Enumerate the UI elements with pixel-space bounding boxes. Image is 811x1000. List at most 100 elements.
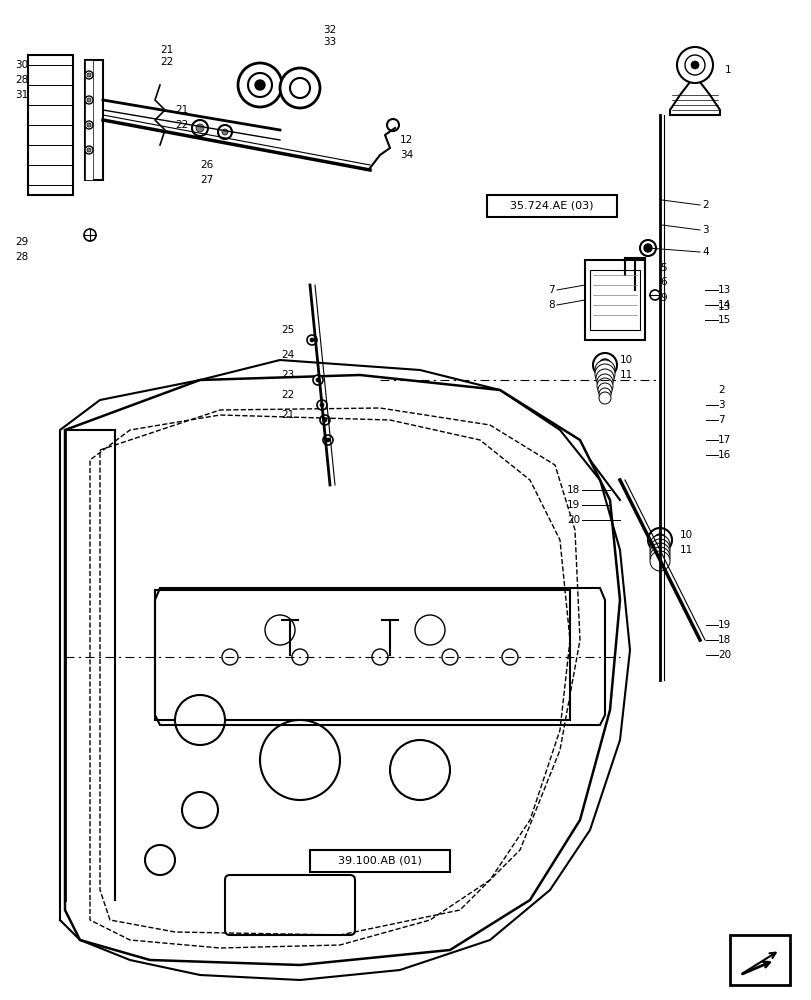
Circle shape: [280, 68, 320, 108]
Circle shape: [290, 78, 310, 98]
Circle shape: [238, 63, 281, 107]
Circle shape: [217, 125, 232, 139]
Bar: [155, 590, 569, 720]
Circle shape: [85, 121, 93, 129]
Text: 14: 14: [717, 300, 731, 310]
Circle shape: [647, 528, 672, 552]
Text: 18: 18: [566, 485, 579, 495]
Circle shape: [643, 244, 651, 252]
Text: 34: 34: [400, 150, 413, 160]
Circle shape: [84, 229, 96, 241]
Text: 32: 32: [323, 25, 336, 35]
Circle shape: [676, 47, 712, 83]
Text: 28: 28: [15, 75, 28, 85]
Bar: [729, 935, 789, 985]
Circle shape: [599, 392, 610, 404]
Circle shape: [371, 649, 388, 665]
Circle shape: [310, 338, 314, 342]
Circle shape: [85, 146, 93, 154]
Text: 31: 31: [15, 90, 28, 100]
Circle shape: [649, 539, 669, 559]
Circle shape: [414, 615, 444, 645]
Circle shape: [596, 374, 612, 390]
Text: 12: 12: [400, 135, 413, 145]
Circle shape: [221, 129, 228, 135]
Circle shape: [501, 649, 517, 665]
Circle shape: [264, 615, 294, 645]
Text: 18: 18: [717, 635, 731, 645]
Circle shape: [653, 534, 665, 546]
Bar: [487, 195, 616, 217]
Circle shape: [320, 415, 329, 425]
Circle shape: [87, 148, 91, 152]
Circle shape: [649, 290, 659, 300]
Text: 21: 21: [160, 45, 173, 55]
Circle shape: [85, 71, 93, 79]
Text: 11: 11: [679, 545, 693, 555]
Circle shape: [221, 649, 238, 665]
Circle shape: [594, 364, 614, 384]
Text: 6: 6: [659, 277, 666, 287]
Text: 9: 9: [659, 293, 666, 303]
Circle shape: [315, 378, 320, 382]
Text: 19: 19: [566, 500, 579, 510]
Text: 20: 20: [566, 515, 579, 525]
Text: 35.724.AE (03): 35.724.AE (03): [509, 201, 593, 211]
Text: 13: 13: [717, 285, 731, 295]
Circle shape: [191, 120, 208, 136]
Circle shape: [182, 792, 217, 828]
Text: 17: 17: [717, 435, 731, 445]
Text: 19: 19: [717, 620, 731, 630]
Circle shape: [595, 369, 613, 387]
Circle shape: [684, 55, 704, 75]
Text: 26: 26: [200, 160, 213, 170]
Text: 10: 10: [679, 530, 693, 540]
Circle shape: [649, 551, 669, 571]
Circle shape: [255, 80, 264, 90]
Text: 10: 10: [620, 355, 633, 365]
Text: 16: 16: [717, 450, 731, 460]
Text: 7: 7: [547, 285, 554, 295]
Text: 25: 25: [281, 325, 294, 335]
Circle shape: [599, 388, 610, 400]
Text: 7: 7: [717, 415, 723, 425]
Text: 33: 33: [323, 37, 336, 47]
Bar: [590, 270, 639, 330]
Circle shape: [323, 418, 327, 422]
Bar: [85, 60, 103, 180]
Circle shape: [260, 720, 340, 800]
Text: 29: 29: [15, 237, 28, 247]
Text: 13: 13: [717, 302, 731, 312]
Circle shape: [307, 335, 316, 345]
Bar: [310, 850, 449, 872]
Circle shape: [323, 435, 333, 445]
Circle shape: [87, 73, 91, 77]
Circle shape: [389, 740, 449, 800]
Text: 3: 3: [702, 225, 708, 235]
Text: 39.100.AB (01): 39.100.AB (01): [337, 856, 422, 866]
Circle shape: [247, 73, 272, 97]
Text: 22: 22: [175, 120, 188, 130]
Circle shape: [592, 353, 616, 377]
Circle shape: [325, 438, 329, 442]
Text: 2: 2: [702, 200, 708, 210]
Circle shape: [320, 403, 324, 407]
Text: 5: 5: [659, 263, 666, 273]
Text: 11: 11: [620, 370, 633, 380]
Text: 28: 28: [15, 252, 28, 262]
Text: 21: 21: [281, 410, 294, 420]
Text: 8: 8: [547, 300, 554, 310]
Circle shape: [690, 61, 698, 69]
Circle shape: [175, 695, 225, 745]
Text: 24: 24: [281, 350, 294, 360]
Text: 3: 3: [717, 400, 723, 410]
Text: 15: 15: [717, 315, 731, 325]
Circle shape: [316, 400, 327, 410]
Text: 21: 21: [175, 105, 188, 115]
Circle shape: [649, 547, 669, 567]
Text: 20: 20: [717, 650, 730, 660]
Text: 22: 22: [160, 57, 173, 67]
Circle shape: [599, 359, 610, 371]
Circle shape: [596, 378, 612, 394]
Text: 1: 1: [724, 65, 731, 75]
